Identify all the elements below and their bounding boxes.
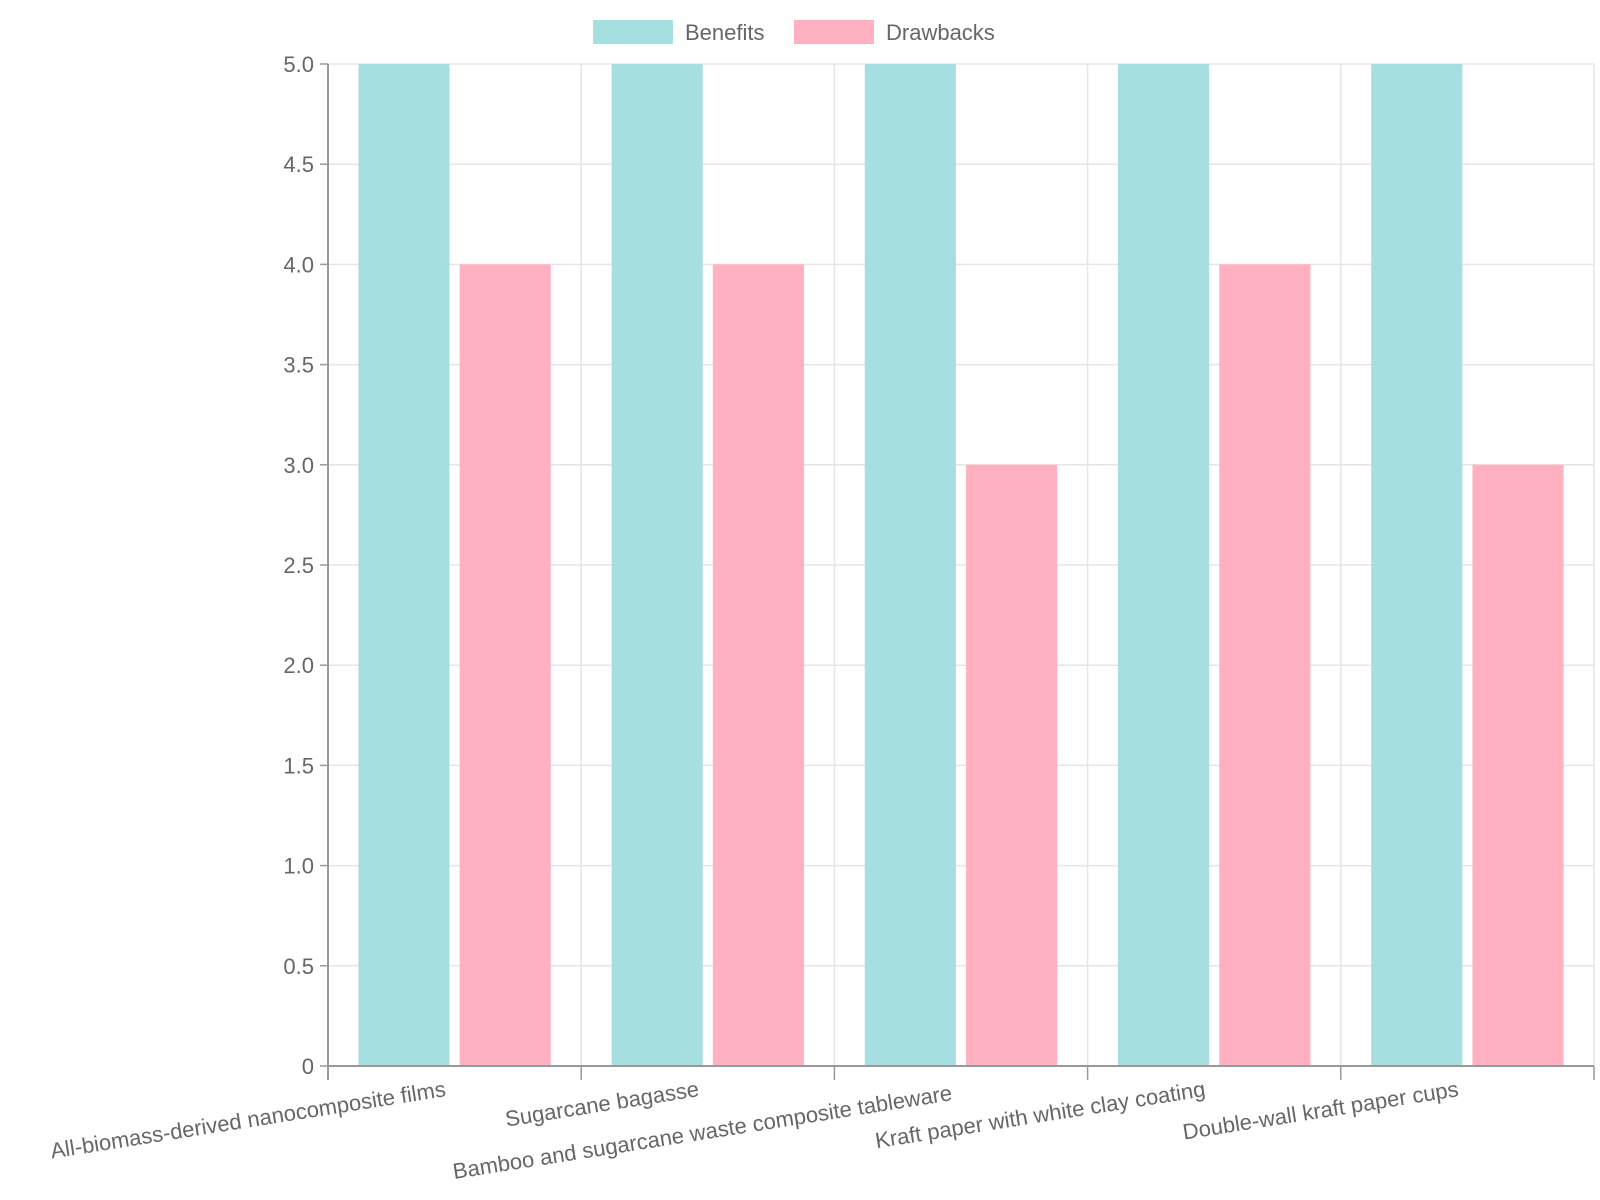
- y-tick-label: 2.5: [283, 553, 314, 578]
- bar-benefits-1[interactable]: [358, 64, 450, 1066]
- bar-drawbacks-5[interactable]: [1472, 464, 1564, 1066]
- y-tick-label: 1.0: [283, 854, 314, 879]
- y-tick-label: 0: [302, 1054, 314, 1079]
- legend-swatch-drawbacks: [794, 20, 874, 44]
- legend: Benefits Drawbacks: [593, 20, 995, 45]
- y-tick-label: 3.0: [283, 453, 314, 478]
- bar-drawbacks-1[interactable]: [459, 264, 551, 1066]
- x-tick-label: Sugarcane bagasse: [503, 1076, 700, 1131]
- bars: [358, 64, 1564, 1066]
- x-tick-label: All-biomass-derived nanocomposite films: [49, 1076, 448, 1163]
- y-tick-label: 2.0: [283, 653, 314, 678]
- bar-drawbacks-3[interactable]: [966, 464, 1058, 1066]
- y-tick-label: 4.5: [283, 152, 314, 177]
- x-tick-label: Double-wall kraft paper cups: [1181, 1076, 1460, 1144]
- bar-benefits-3[interactable]: [864, 64, 956, 1066]
- y-axis-ticks: 0 0.5 1.0 1.5 2.0 2.5 3.0 3.5 4.0 4.5 5.0: [283, 52, 314, 1079]
- axes: [320, 63, 1595, 1080]
- y-tick-label: 5.0: [283, 52, 314, 77]
- legend-item-benefits[interactable]: Benefits: [593, 20, 765, 45]
- y-tick-label: 4.0: [283, 252, 314, 277]
- x-axis-ticks: All-biomass-derived nanocomposite films S…: [49, 1076, 1461, 1184]
- bar-benefits-5[interactable]: [1371, 64, 1463, 1066]
- y-tick-label: 1.5: [283, 753, 314, 778]
- legend-item-drawbacks[interactable]: Drawbacks: [794, 20, 995, 45]
- bar-drawbacks-4[interactable]: [1219, 264, 1311, 1066]
- legend-swatch-benefits: [593, 20, 673, 44]
- bar-benefits-2[interactable]: [611, 64, 703, 1066]
- bar-drawbacks-2[interactable]: [712, 264, 805, 1066]
- bar-benefits-4[interactable]: [1117, 64, 1210, 1066]
- legend-label-drawbacks: Drawbacks: [886, 20, 995, 45]
- y-tick-label: 0.5: [283, 954, 314, 979]
- y-tick-label: 3.5: [283, 353, 314, 378]
- legend-label-benefits: Benefits: [685, 20, 765, 45]
